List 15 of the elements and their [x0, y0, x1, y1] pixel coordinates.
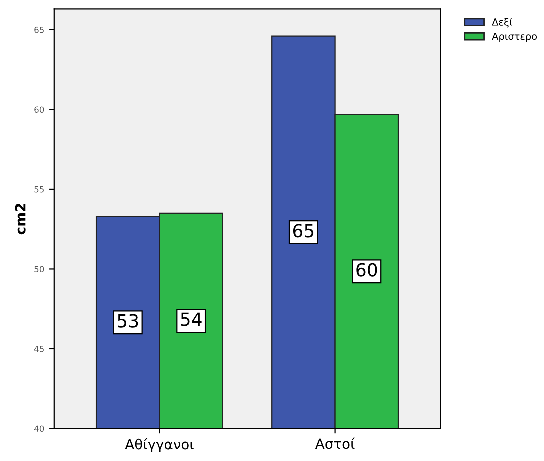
y-axis-title: cm2: [15, 204, 26, 235]
data-label: 65: [293, 224, 314, 238]
y-tick-label: 45: [34, 346, 44, 352]
x-tick-label: Αθίγγανοι: [125, 438, 194, 452]
y-tick-label: 40: [34, 426, 44, 432]
data-label: 60: [356, 263, 378, 277]
y-tick-label: 55: [34, 186, 44, 193]
data-label: 54: [181, 312, 202, 326]
legend-label: Αριστερο: [492, 32, 538, 42]
data-label: 53: [118, 314, 138, 328]
y-tick-label: 50: [34, 266, 44, 273]
y-tick-label: 65: [34, 26, 44, 34]
x-tick-label: Αστοί: [315, 438, 356, 450]
legend-label: Δεξί: [492, 18, 513, 28]
y-tick-label: 60: [34, 106, 44, 113]
